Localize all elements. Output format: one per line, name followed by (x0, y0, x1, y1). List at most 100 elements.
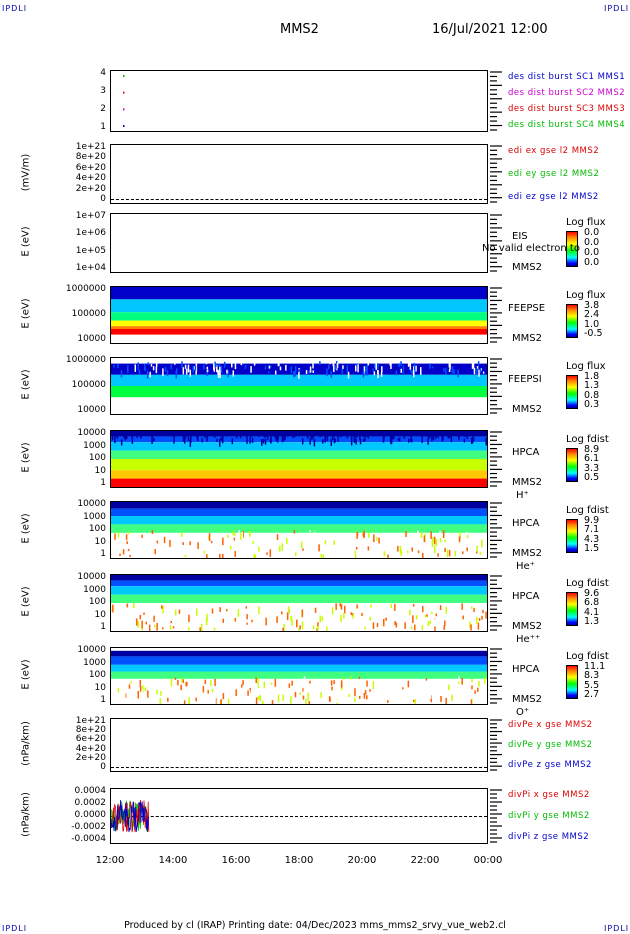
hpca_o-pixel (307, 692, 309, 701)
hpca_he-pixel (434, 545, 436, 554)
hpca_o-pixel (407, 680, 410, 688)
hpca_o-pixel (434, 684, 437, 691)
right-tick-marks (490, 358, 502, 414)
hpca_o-pixel (331, 686, 333, 691)
hpca_hepp-pixel (276, 616, 278, 623)
hpca_o-pixel (470, 699, 473, 704)
hpca_h-pixel (173, 436, 175, 444)
right-tick-marks (490, 648, 502, 704)
panel-ylabel: E (eV) (20, 298, 32, 329)
hpca_o-pixel (484, 677, 486, 684)
hpca_he-pixel (322, 546, 325, 555)
y-tick-label: 10000 (77, 572, 106, 582)
panel-right-ticks (490, 501, 502, 559)
feepsi-pixel (448, 363, 451, 368)
feepsi-pixel (402, 365, 405, 374)
hpca_he-pixel (330, 536, 332, 545)
hpca_he-pixel (206, 554, 208, 558)
panel-divpe (110, 718, 488, 772)
hpca_he-pixel (320, 553, 323, 558)
corner-label-top-left: IPDLI (2, 4, 28, 13)
hpca_h-pixel (313, 439, 316, 447)
hpca_hepp-pixel (295, 612, 298, 620)
hpca_he-pixel (141, 534, 143, 538)
hpca_o-pixel (144, 687, 147, 692)
hpca_he-band-3 (111, 524, 487, 533)
hpca_h-pixel (364, 436, 366, 442)
hpca_o-pixel (372, 681, 375, 690)
hpca_h-pixel (120, 439, 123, 446)
hpca_o-pixel (429, 692, 432, 699)
y-tick-label: 1000000 (65, 284, 106, 294)
hpca_h-pixel (246, 436, 248, 444)
hpca_he-pixel (119, 553, 121, 556)
x-tick-label: 18:00 (284, 855, 314, 866)
hpca_hepp-pixel (265, 617, 267, 626)
instrument-label: FEEPSI (508, 374, 542, 386)
feepsi-pixel (407, 362, 410, 367)
hpca_o-pixel (461, 677, 463, 685)
panel-right-ticks (490, 70, 502, 132)
feepsi-pixel (410, 369, 412, 373)
y-tick-label: 8e+20 (75, 152, 106, 163)
hpca_hepp-pixel (353, 610, 356, 615)
colorbar-tick: 2.7 (584, 689, 600, 700)
hpca_he-pixel (273, 544, 276, 550)
hpca_he-pixel (222, 553, 224, 558)
colorbar-tick: 3.3 (584, 462, 600, 474)
hpca_o-pixel (227, 698, 230, 704)
hpca_o-pixel (421, 699, 423, 703)
hpca_hepp-pixel (153, 615, 155, 622)
hpca_o-pixel (346, 682, 349, 685)
colorbar-tick: 0.0 (584, 247, 600, 258)
hpca_hepp-pixel (319, 615, 322, 623)
hpca_o-pixel (305, 698, 307, 704)
feepsi-pixel (445, 367, 447, 375)
hpca_he-pixel (400, 549, 402, 557)
feepsi-pixel (127, 365, 129, 373)
x-tick-label: 14:00 (158, 855, 188, 866)
panel-right-ticks (490, 213, 502, 273)
hpca_he-pixel (169, 539, 171, 547)
hpca_o-band-1 (111, 656, 487, 665)
spacecraft-label: MMS2 (512, 262, 542, 274)
feepsi-pixel (327, 364, 330, 370)
hpca_hepp-pixel (443, 625, 445, 630)
hpca_o-pixel (151, 699, 154, 704)
feepsi-pixel (194, 365, 197, 370)
hpca_h-pixel (312, 435, 315, 439)
hpca_h-pixel (340, 431, 342, 438)
hpca_he-pixel (431, 540, 434, 548)
hpca_hepp-pixel (352, 613, 354, 619)
hpca_o-pixel (302, 678, 305, 682)
hpca_he-pixel (358, 533, 361, 541)
hpca_he-pixel (114, 533, 116, 540)
hpca_h-pixel (324, 433, 327, 439)
hpca_he-pixel (339, 541, 341, 550)
hpca_hepp-pixel (317, 622, 319, 629)
hpca_he-pixel (279, 545, 281, 552)
panel-right-ticks (490, 718, 502, 772)
hpca_h-band-3 (111, 450, 487, 459)
hpca_hepp-pixel (154, 624, 156, 628)
hpca_hepp-band-2 (111, 586, 487, 595)
hpca_h-pixel (310, 434, 312, 439)
colorbar-tick: 11.1 (584, 661, 606, 672)
hpca_o-pixel (291, 680, 293, 686)
hpca_hepp-pixel (412, 603, 415, 607)
hpca_h-pixel (275, 437, 278, 441)
hpca_he-pixel (417, 530, 419, 538)
hpca_h-pixel (410, 434, 412, 442)
y-tick-label: 1e+21 (75, 716, 106, 726)
hpca_h-pixel (111, 434, 114, 440)
hpca_he-pixel (219, 547, 221, 554)
feepsi-pixel (264, 365, 267, 370)
feepsi-pixel (367, 362, 370, 366)
hpca_he-pixel (266, 552, 268, 555)
hpca_he-pixel (407, 550, 409, 553)
hpca_hepp-pixel (301, 609, 304, 617)
corner-label-bottom-left: IPDLI (2, 924, 28, 933)
hpca_hepp-pixel (344, 605, 346, 614)
feepsi-pixel (357, 364, 359, 373)
hpca_he-pixel (423, 535, 426, 543)
